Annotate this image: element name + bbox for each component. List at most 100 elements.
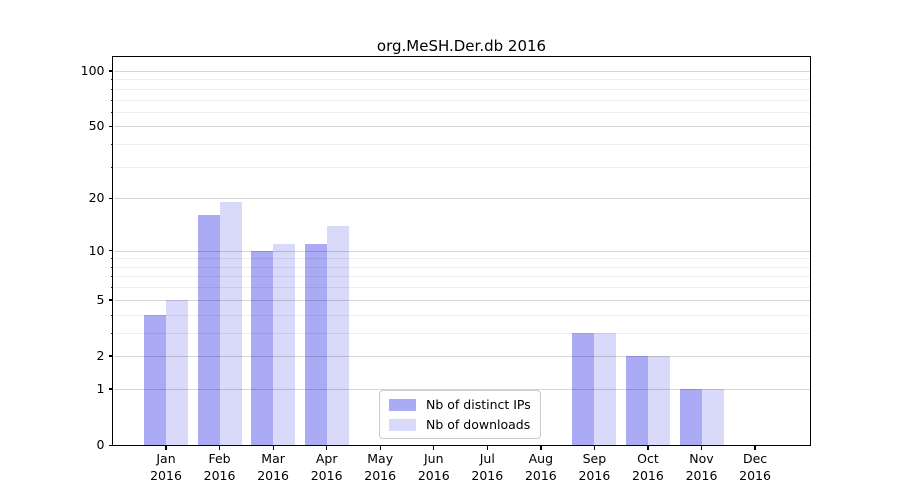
- major-gridline: [113, 198, 811, 200]
- x-tick-label-year: 2016: [150, 467, 182, 483]
- bar-downloads-jan-2016: [166, 299, 188, 445]
- minor-gridline: [113, 79, 811, 81]
- y-tick-label: 0: [96, 437, 105, 452]
- x-tick-label: Sep 2016: [564, 451, 624, 484]
- y-minor-tick-mark: [110, 144, 114, 146]
- y-minor-tick-mark: [110, 287, 114, 289]
- legend-swatch-downloads: [389, 418, 416, 431]
- x-tick-label-month: Jul: [479, 451, 495, 466]
- x-tick-label-year: 2016: [524, 467, 557, 483]
- bar-downloads-mar-2016: [273, 243, 296, 445]
- x-tick-label: Jan 2016: [136, 451, 196, 484]
- x-tick-label-month: Aug: [528, 451, 554, 466]
- y-tick-mark: [108, 444, 114, 446]
- y-minor-tick-mark: [110, 332, 114, 334]
- chart-title: org.MeSH.Der.db 2016: [376, 37, 547, 55]
- x-tick-label-year: 2016: [685, 467, 718, 483]
- legend-label: Nb of distinct IPs: [426, 397, 531, 412]
- y-minor-tick-mark: [110, 258, 114, 260]
- y-minor-tick-mark: [110, 166, 114, 168]
- bar-downloads-sep-2016: [594, 332, 617, 445]
- x-tick-label-month: Sep: [582, 451, 607, 466]
- x-tick-label-year: 2016: [417, 467, 450, 483]
- y-tick-label: 10: [88, 242, 105, 258]
- x-tick-label-month: Dec: [742, 451, 768, 466]
- x-tick-label: Mar 2016: [243, 451, 303, 484]
- x-tick-label-month: Jan: [156, 451, 176, 466]
- x-tick-label: Oct 2016: [618, 451, 678, 484]
- x-tick-label: Dec 2016: [725, 451, 785, 484]
- x-tick-mark: [647, 445, 649, 450]
- bar-distinct-ips-feb-2016: [197, 215, 220, 445]
- legend: Nb of distinct IPs Nb of downloads: [379, 390, 541, 439]
- y-tick-label: 5: [96, 291, 105, 307]
- x-tick-mark: [700, 445, 703, 450]
- x-tick-label-month: May: [367, 451, 394, 466]
- y-tick-mark: [108, 197, 114, 200]
- x-tick-label-month: Oct: [637, 451, 659, 466]
- bar-downloads-apr-2016: [326, 225, 349, 445]
- y-minor-tick-mark: [110, 111, 114, 113]
- y-tick-mark: [108, 70, 114, 72]
- minor-gridline: [113, 111, 811, 113]
- x-tick-label-month: Jun: [423, 451, 444, 466]
- x-tick-mark: [218, 445, 221, 450]
- x-tick-mark: [433, 445, 435, 450]
- x-tick-label-month: Apr: [315, 451, 338, 466]
- legend-label: Nb of downloads: [426, 417, 531, 432]
- y-tick-label: 100: [80, 62, 105, 78]
- y-tick-mark: [108, 250, 114, 252]
- x-tick-label: Jun 2016: [404, 451, 464, 484]
- bar-distinct-ips-nov-2016: [679, 388, 702, 445]
- y-tick-label: 20: [88, 190, 105, 206]
- bar-distinct-ips-jan-2016: [144, 314, 166, 445]
- legend-swatch-distinct-ips: [389, 398, 416, 411]
- x-tick-label-year: 2016: [310, 467, 343, 483]
- x-tick-label-year: 2016: [257, 467, 289, 483]
- bar-distinct-ips-sep-2016: [572, 332, 595, 445]
- major-gridline: [113, 70, 811, 72]
- x-tick-mark: [165, 445, 167, 450]
- x-tick-label: May 2016: [350, 451, 410, 484]
- x-tick-mark: [326, 445, 328, 450]
- minor-gridline: [113, 88, 811, 90]
- y-minor-tick-mark: [110, 314, 114, 316]
- y-tick-label: 50: [88, 118, 105, 134]
- bar-downloads-nov-2016: [701, 388, 724, 445]
- x-tick-label: Feb 2016: [190, 451, 250, 484]
- x-tick-label: Apr 2016: [297, 451, 357, 484]
- y-tick-mark: [108, 355, 114, 357]
- x-tick-mark: [593, 445, 596, 450]
- x-tick-mark: [272, 445, 274, 450]
- x-tick-mark: [486, 445, 488, 450]
- legend-row: Nb of distinct IPs: [389, 397, 531, 412]
- y-minor-tick-mark: [110, 99, 114, 101]
- x-tick-label-year: 2016: [364, 467, 397, 483]
- x-tick-label: Nov 2016: [672, 451, 732, 484]
- x-tick-label-month: Mar: [261, 451, 285, 466]
- x-tick-label-month: Feb: [208, 451, 231, 466]
- legend-row: Nb of downloads: [389, 417, 531, 432]
- y-tick-label: 1: [96, 380, 105, 396]
- bar-downloads-feb-2016: [219, 202, 242, 445]
- minor-gridline: [113, 144, 811, 146]
- bar-distinct-ips-apr-2016: [304, 243, 327, 445]
- x-tick-label-year: 2016: [632, 467, 664, 483]
- x-tick-mark: [379, 445, 381, 450]
- minor-gridline: [113, 99, 811, 101]
- y-minor-tick-mark: [110, 88, 114, 90]
- bar-downloads-oct-2016: [647, 355, 670, 445]
- x-tick-label-year: 2016: [578, 467, 611, 483]
- y-tick-mark: [108, 125, 114, 128]
- x-tick-label-month: Nov: [689, 451, 714, 466]
- bar-distinct-ips-oct-2016: [625, 355, 648, 445]
- minor-gridline: [113, 166, 811, 168]
- major-gridline: [113, 126, 811, 128]
- y-minor-tick-mark: [110, 276, 114, 278]
- x-tick-mark: [754, 445, 756, 450]
- y-tick-mark: [108, 388, 114, 390]
- y-tick-label: 2: [96, 347, 105, 363]
- x-tick-label: Jul 2016: [457, 451, 517, 484]
- x-tick-label-year: 2016: [203, 467, 236, 483]
